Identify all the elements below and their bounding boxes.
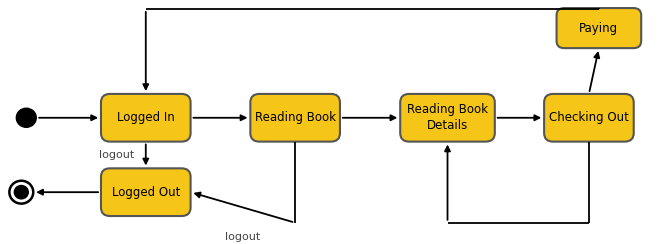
FancyBboxPatch shape — [251, 94, 340, 142]
Text: Reading Book
Details: Reading Book Details — [407, 103, 488, 132]
Text: logout: logout — [99, 150, 134, 160]
Text: logout: logout — [225, 232, 261, 242]
Circle shape — [15, 185, 29, 199]
Text: Paying: Paying — [579, 22, 619, 35]
FancyBboxPatch shape — [101, 168, 190, 216]
Text: Logged Out: Logged Out — [111, 186, 180, 199]
Text: Reading Book: Reading Book — [255, 111, 335, 124]
FancyBboxPatch shape — [544, 94, 634, 142]
FancyBboxPatch shape — [101, 94, 190, 142]
Text: Checking Out: Checking Out — [549, 111, 629, 124]
Circle shape — [17, 108, 36, 127]
FancyBboxPatch shape — [400, 94, 495, 142]
Text: Logged In: Logged In — [117, 111, 174, 124]
FancyBboxPatch shape — [556, 8, 641, 48]
